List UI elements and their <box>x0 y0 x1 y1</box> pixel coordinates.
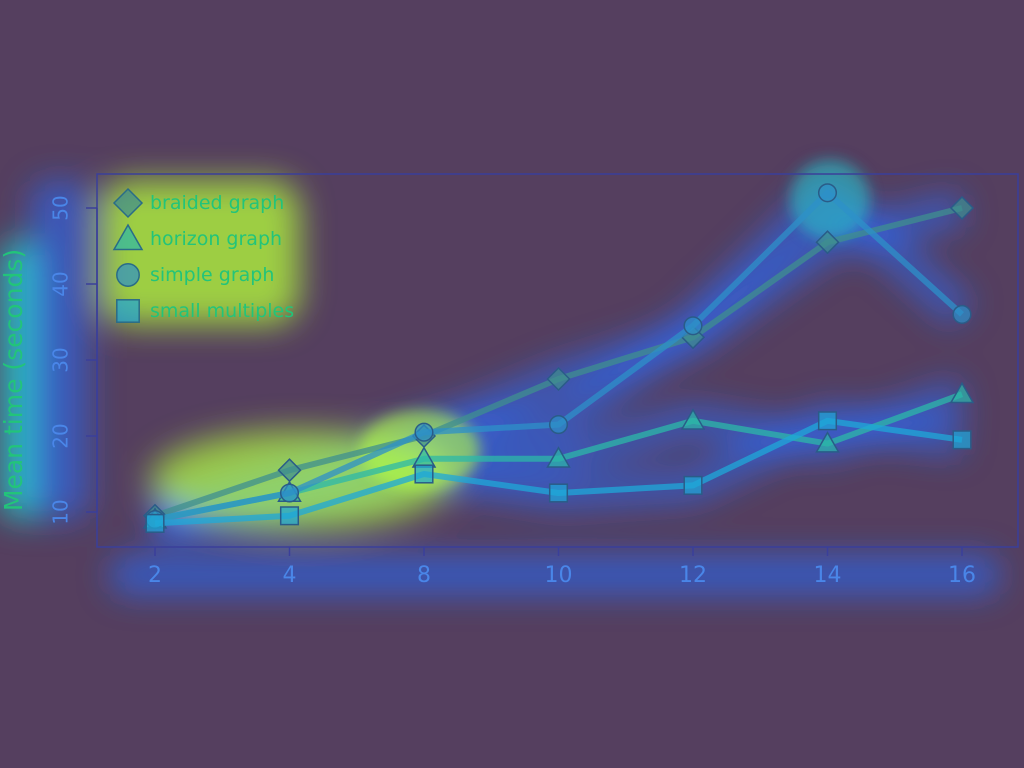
y-axis-label: Mean time (seconds) <box>0 249 28 511</box>
x-tick-label: 2 <box>148 563 162 588</box>
y-tick-label: 20 <box>49 423 73 448</box>
legend-item: simple graph <box>116 263 274 287</box>
data-point <box>949 195 975 221</box>
data-point <box>683 316 703 336</box>
data-point <box>279 506 300 526</box>
series-layer <box>142 183 975 533</box>
y-tick-label: 30 <box>49 347 73 372</box>
legend-marker <box>112 223 144 251</box>
x-tick-label: 14 <box>814 563 842 588</box>
data-point <box>815 230 840 255</box>
data-point <box>145 513 165 533</box>
legend-marker <box>116 263 140 287</box>
y-tick-label: 10 <box>49 499 73 524</box>
data-point <box>817 183 838 203</box>
legend: braided graph horizon graph simple graph sm… <box>112 187 294 323</box>
x-tick-label: 16 <box>948 563 976 588</box>
legend-label: horizon graph <box>150 228 282 250</box>
x-tick-label: 8 <box>417 563 431 588</box>
legend-item: braided graph <box>112 187 284 219</box>
data-point <box>683 475 703 495</box>
data-point <box>548 415 569 435</box>
series-small-multiples <box>145 411 972 533</box>
data-point <box>546 366 571 392</box>
data-point <box>414 422 434 442</box>
y-axis: 10 20 30 40 50 <box>49 195 98 525</box>
legend-label: small multiples <box>150 300 294 322</box>
x-tick-label: 4 <box>283 563 297 588</box>
data-point <box>952 304 972 324</box>
data-point <box>414 464 434 484</box>
x-tick-label: 12 <box>679 563 707 588</box>
x-axis: 2 4 8 10 12 14 16 <box>148 547 976 588</box>
legend-item: horizon graph <box>112 223 282 251</box>
data-point <box>817 411 838 431</box>
x-tick-label: 10 <box>545 563 573 588</box>
legend-label: braided graph <box>150 192 284 214</box>
data-point <box>548 483 569 503</box>
legend-item: small multiples <box>116 299 294 323</box>
legend-label: simple graph <box>150 264 274 286</box>
data-point <box>952 430 972 450</box>
data-point <box>279 483 300 503</box>
y-tick-label: 50 <box>49 195 73 220</box>
data-point <box>680 408 706 430</box>
data-point <box>949 381 975 404</box>
y-tick-label: 40 <box>49 271 73 296</box>
data-point <box>815 431 840 453</box>
legend-marker <box>116 299 140 323</box>
legend-marker <box>112 187 144 219</box>
data-point <box>546 446 571 468</box>
